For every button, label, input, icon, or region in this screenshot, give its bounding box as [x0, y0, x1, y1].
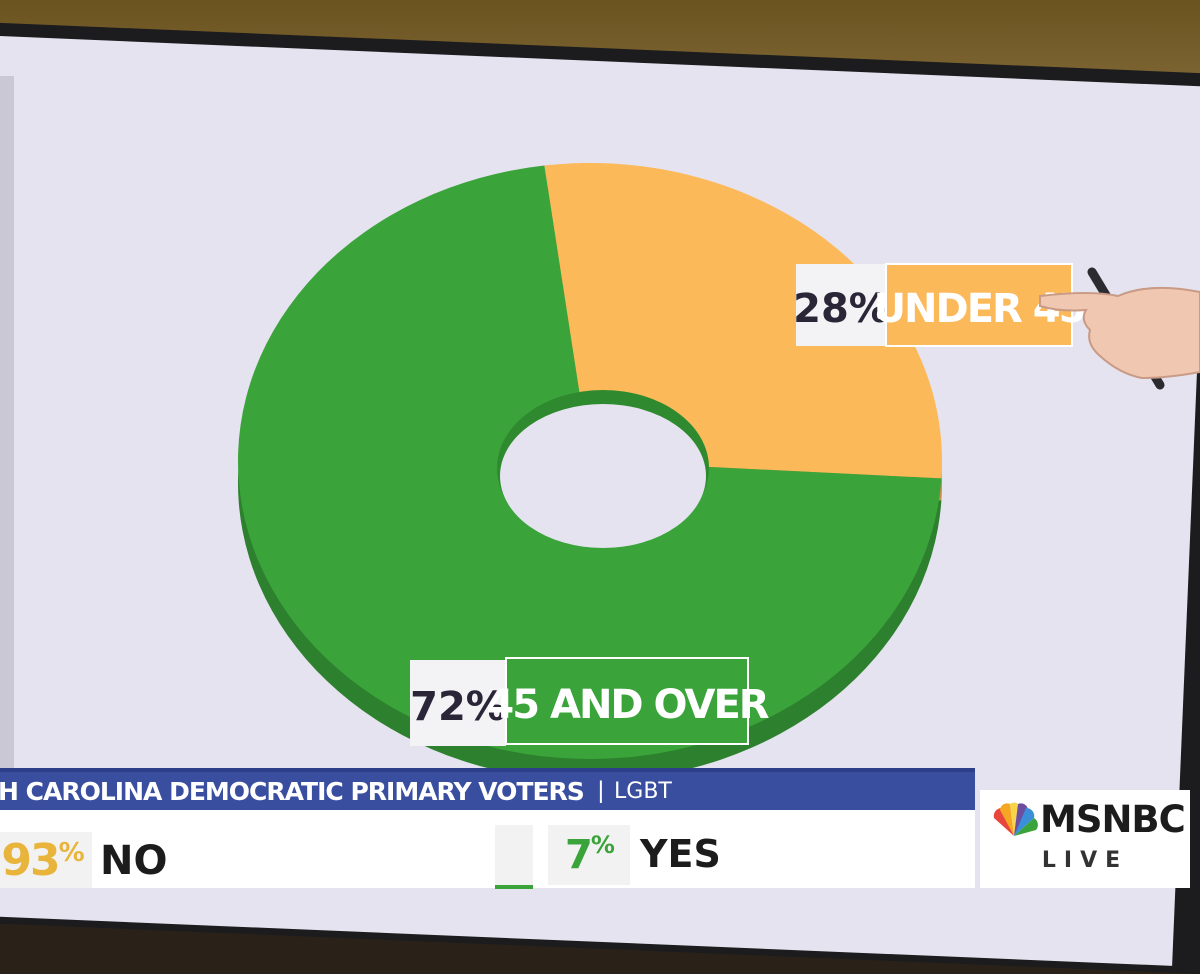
slice-name-label: 45 AND OVER [486, 682, 768, 728]
slice-name-box [505, 657, 749, 745]
lower-third: TH CAROLINA DEMOCRATIC PRIMARY VOTERS | … [0, 768, 1190, 889]
donut-chart: 28% UNDER 45 72% 45 AND OVER [237, 163, 1087, 782]
banner-title: TH CAROLINA DEMOCRATIC PRIMARY VOTERS [0, 776, 585, 806]
result-yes-sign: % [590, 831, 615, 859]
result-yes-number: 7 [565, 832, 593, 878]
peacock-icon [993, 802, 1038, 836]
banner: TH CAROLINA DEMOCRATIC PRIMARY VOTERS | … [0, 768, 975, 810]
donut-hole [500, 404, 706, 548]
slice-value-box [796, 264, 886, 346]
slice-value-label: 28% [793, 286, 889, 332]
banner-subtitle: LGBT [614, 778, 672, 804]
slice-label-45-and-over: 72% 45 AND OVER [410, 657, 771, 746]
results-row [0, 810, 975, 888]
result-no-number: 93 [1, 834, 60, 886]
result-yes-percent: 7% [548, 825, 630, 885]
network-logo: MSNBC LIVE [980, 790, 1190, 888]
result-yes-swatch [495, 825, 533, 889]
live-indicator: LIVE [1041, 848, 1129, 873]
tv-screen: 28% UNDER 45 72% 45 AND OVER [0, 36, 1200, 966]
banner-separator: | [597, 777, 605, 804]
result-no-percent: 93% [0, 832, 92, 888]
slice-value-box [410, 660, 507, 746]
result-yes-label: YES [640, 832, 721, 876]
result-no-label: NO [100, 838, 168, 884]
network-name: MSNBC [1040, 798, 1186, 841]
result-no-sign: % [58, 838, 85, 868]
slice-value-label: 72% [410, 684, 506, 730]
